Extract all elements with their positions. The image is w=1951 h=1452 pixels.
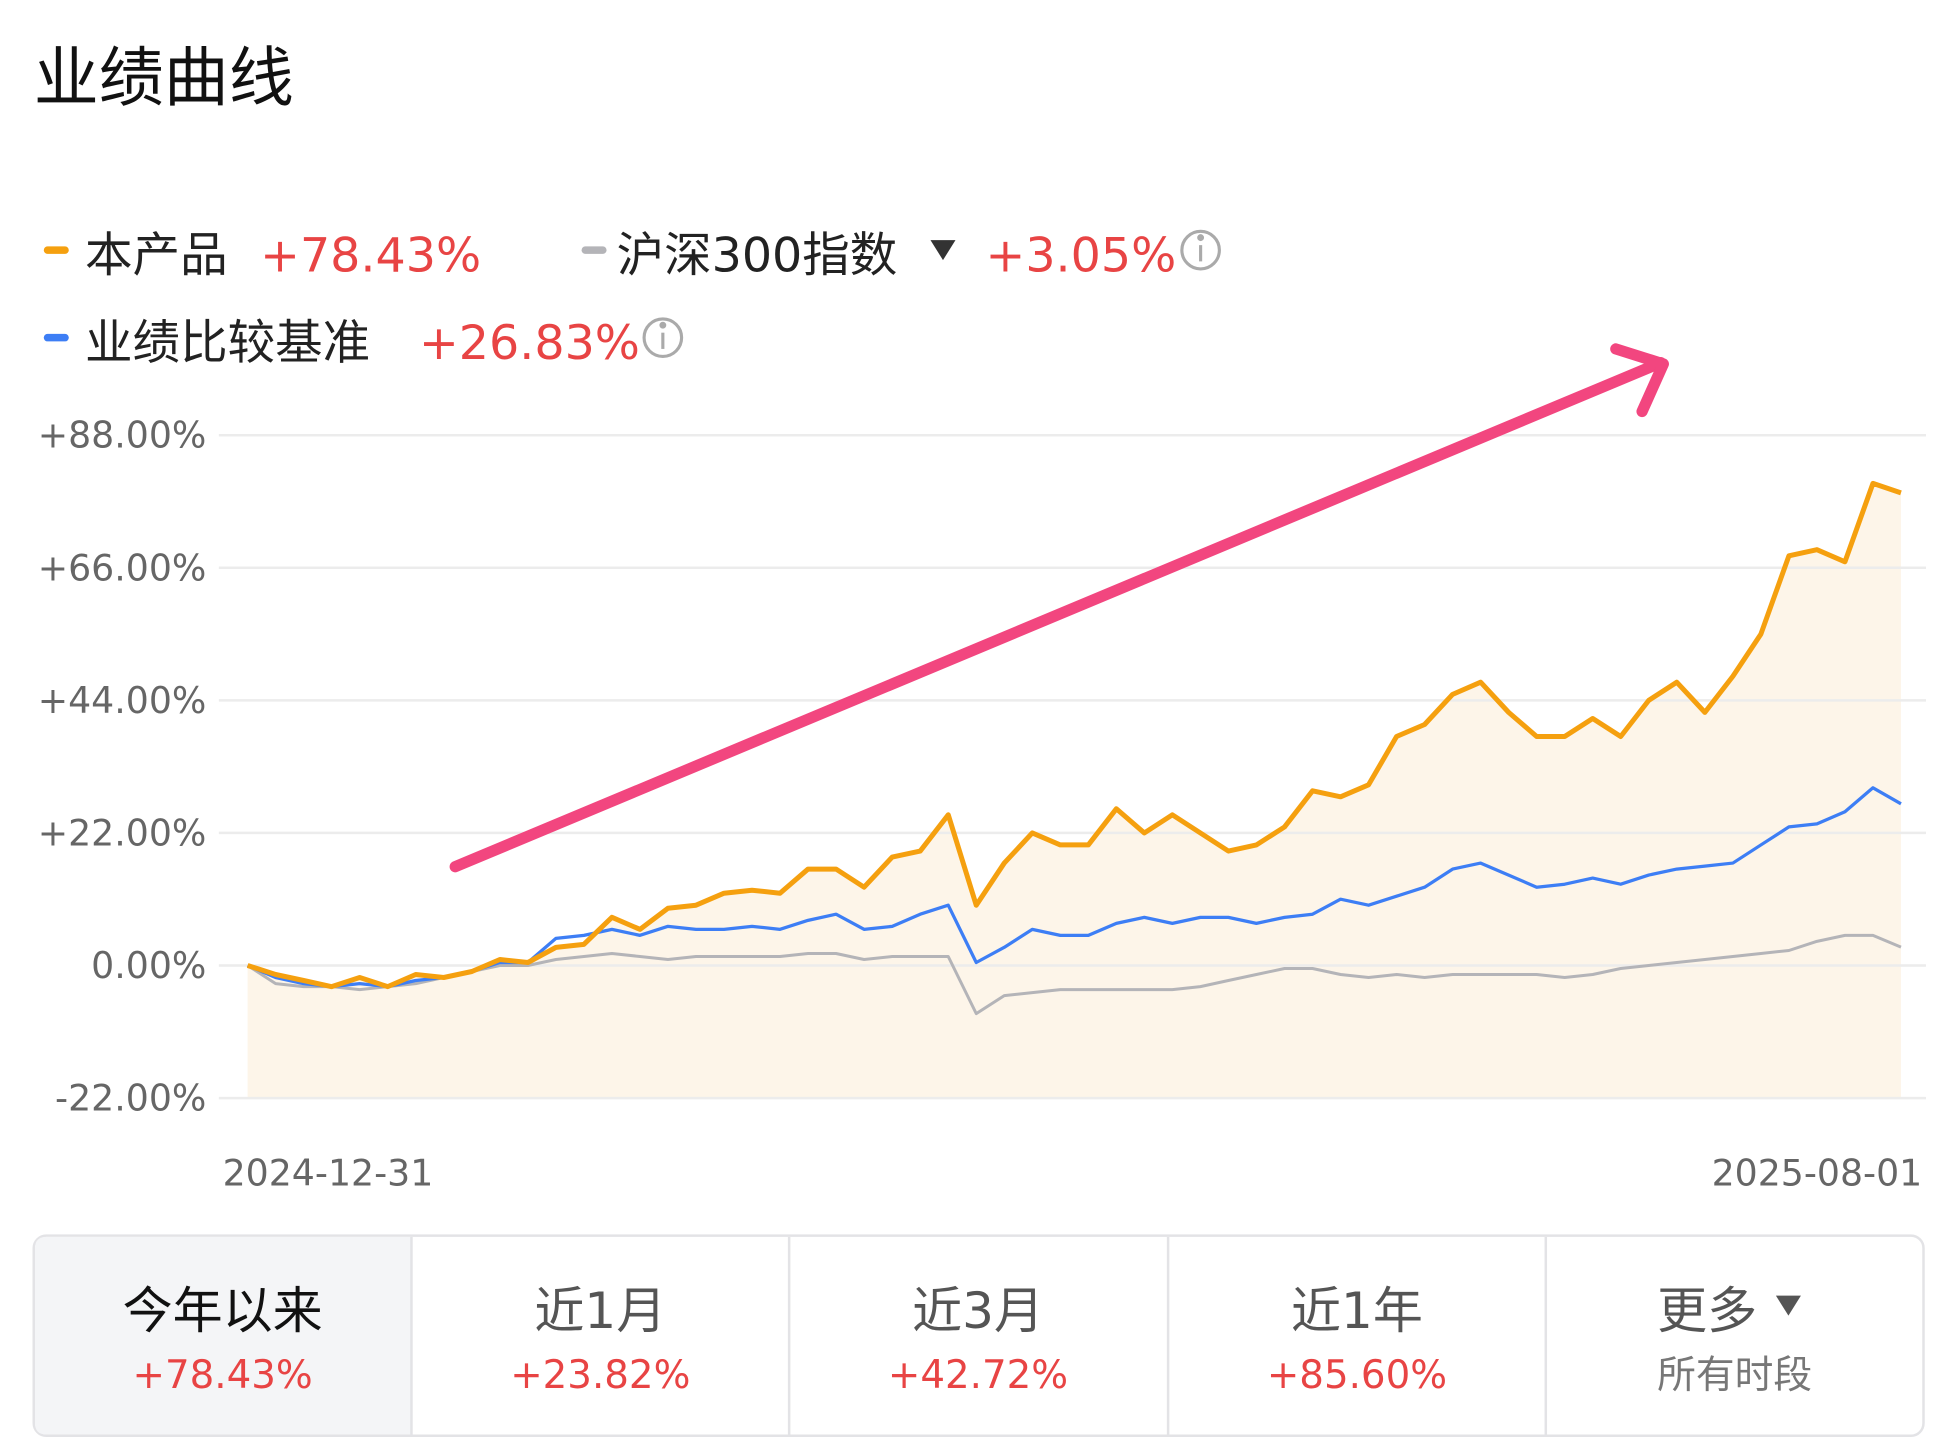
legend-value: +3.05% bbox=[986, 228, 1177, 283]
dropdown-arrow[interactable] bbox=[930, 240, 956, 261]
legend-swatch bbox=[581, 246, 607, 254]
legend-label[interactable]: 业绩比较基准 bbox=[85, 316, 370, 371]
tab-value: +85.60% bbox=[1267, 1353, 1447, 1398]
info-icon[interactable] bbox=[642, 317, 684, 358]
y-tick-label: 0.00% bbox=[91, 944, 206, 987]
tab-label[interactable]: 近1月 bbox=[534, 1282, 666, 1340]
y-tick-label: +88.00% bbox=[38, 414, 207, 457]
tabs-frame bbox=[32, 1234, 1925, 1437]
dropdown-arrow[interactable] bbox=[1775, 1295, 1801, 1316]
legend-label[interactable]: 沪深300指数 bbox=[617, 228, 898, 283]
y-tick-label: +22.00% bbox=[38, 811, 207, 854]
tab-value: +23.82% bbox=[510, 1353, 690, 1398]
tab-label[interactable]: 近3月 bbox=[912, 1282, 1044, 1340]
period-tabs: 今年以来 +78.43% 近1月 +23.82% 近3月 +42.72% 近1年… bbox=[32, 1234, 1925, 1437]
page-title: 业绩曲线 bbox=[34, 41, 294, 116]
x-tick-label: 2025-08-01 bbox=[1712, 1152, 1923, 1195]
tab-value: +78.43% bbox=[132, 1353, 312, 1398]
plot-area: -22.00% 0.00% +22.00% +44.00% +66.00% +88.00%… bbox=[38, 414, 1926, 1195]
legend-swatch bbox=[43, 246, 69, 254]
legend-value: +78.43% bbox=[260, 228, 481, 283]
trend-arrow bbox=[449, 343, 1669, 873]
tab-label[interactable]: 近1年 bbox=[1291, 1282, 1423, 1340]
legend-label[interactable]: 本产品 bbox=[85, 228, 228, 283]
area bbox=[247, 483, 1901, 1099]
x-tick-label: 2024-12-31 bbox=[223, 1152, 434, 1195]
info-icon[interactable] bbox=[1180, 229, 1221, 271]
series-line bbox=[246, 480, 1902, 990]
y-tick-label: +66.00% bbox=[38, 546, 207, 589]
tab-label[interactable]: 今年以来 bbox=[123, 1282, 323, 1340]
y-tick-label: -22.00% bbox=[55, 1077, 206, 1120]
tab-label[interactable]: 更多 bbox=[1657, 1282, 1757, 1340]
series-line bbox=[246, 933, 1902, 1016]
legend-swatch bbox=[43, 333, 69, 342]
legend-value: +26.83% bbox=[419, 316, 640, 371]
tab-value: 所有时段 bbox=[1657, 1353, 1812, 1398]
legend: 本产品 +78.43% 沪深300指数 +3.05% 业绩比较基准 +26.83… bbox=[43, 228, 1221, 371]
tab-value: +42.72% bbox=[888, 1353, 1068, 1398]
tab-selected-bg bbox=[35, 1236, 412, 1435]
y-tick-label: +44.00% bbox=[38, 679, 207, 722]
